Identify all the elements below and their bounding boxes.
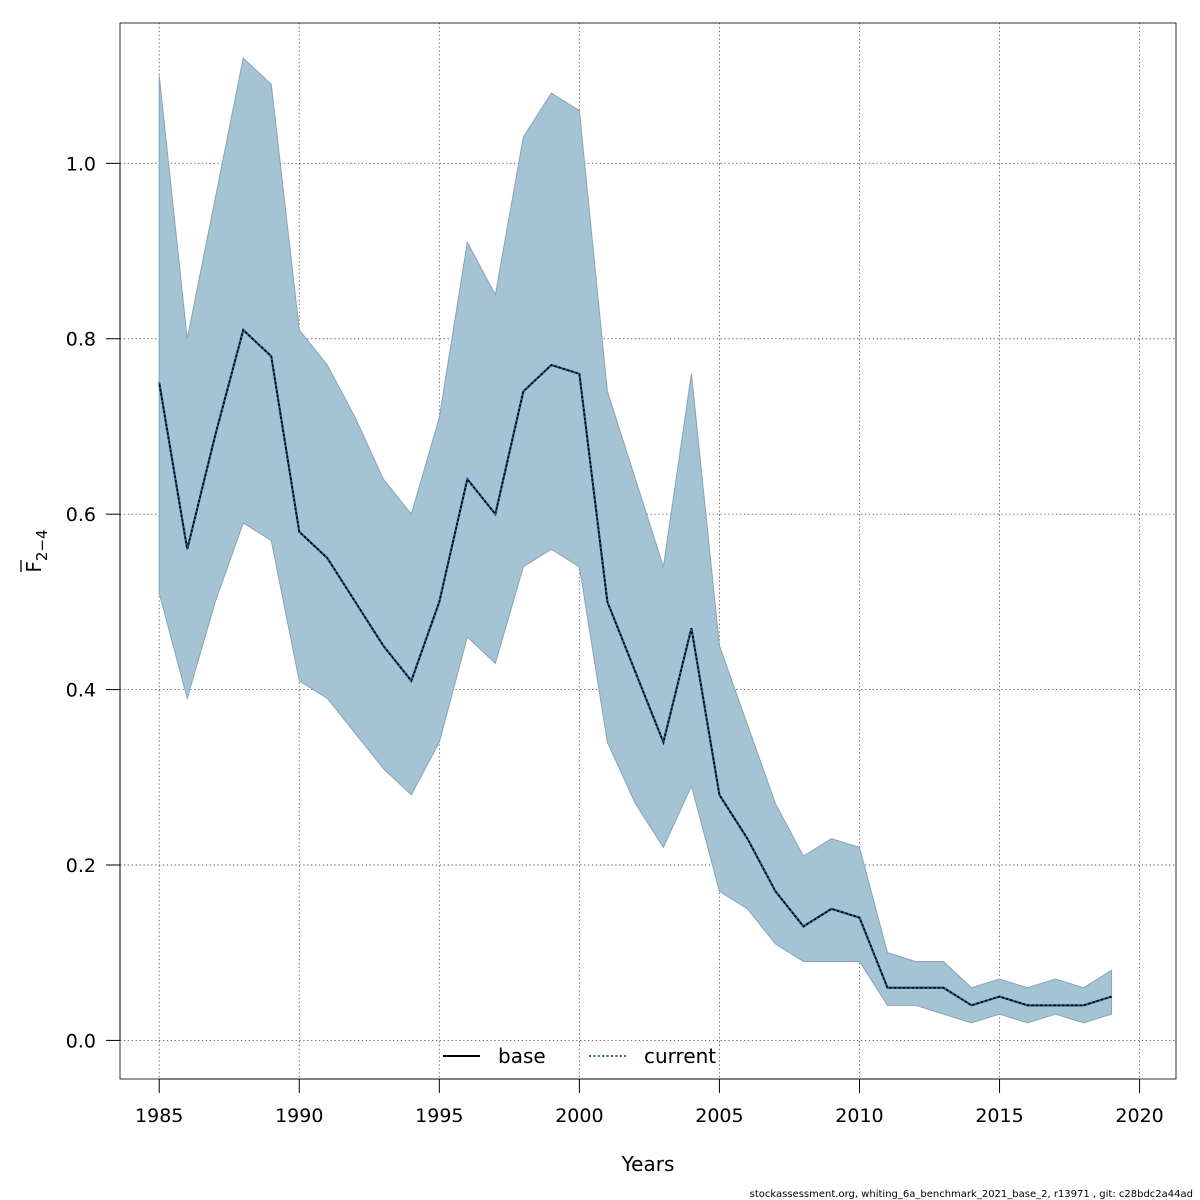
- x-axis: 1985 1990 1995 2000 2005 2010 2015 2020: [135, 1078, 1164, 1127]
- y-tick-label: 1.0: [66, 153, 96, 175]
- x-tick-label: 2005: [695, 1105, 743, 1127]
- series-layer: [158, 328, 1112, 1007]
- band-layer: [158, 57, 1113, 1024]
- y-tick-label: 0.8: [66, 329, 96, 351]
- x-tick-label: 1985: [135, 1105, 183, 1127]
- y-axis: 0.0 0.2 0.4 0.6 0.8 1.0: [66, 153, 121, 1052]
- x-tick-label: 2020: [1115, 1105, 1163, 1127]
- y-axis-title-subscript: 2−4: [33, 529, 51, 561]
- series-line-current: [158, 328, 1112, 1007]
- y-axis-title-base: F: [22, 561, 46, 573]
- x-tick-label: 1995: [415, 1105, 463, 1127]
- x-tick-label: 2015: [975, 1105, 1023, 1127]
- y-tick-label: 0.6: [66, 504, 96, 526]
- y-tick-label: 0.0: [66, 1030, 96, 1052]
- footer-text: stockassessment.org, whiting_6a_benchmar…: [750, 1189, 1193, 1200]
- legend-label-base: base: [498, 1044, 546, 1068]
- x-tick-label: 2010: [835, 1105, 883, 1127]
- x-tick-label: 1990: [275, 1105, 323, 1127]
- y-axis-title: F2−4: [20, 529, 51, 573]
- legend: base current: [443, 1044, 716, 1068]
- legend-label-current: current: [644, 1044, 716, 1068]
- confidence-band: [158, 57, 1113, 1024]
- y-tick-label: 0.4: [66, 680, 96, 702]
- svg-text:F2−4: F2−4: [22, 529, 51, 572]
- x-axis-title: Years: [621, 1152, 675, 1176]
- y-tick-label: 0.2: [66, 855, 96, 877]
- x-tick-label: 2000: [555, 1105, 603, 1127]
